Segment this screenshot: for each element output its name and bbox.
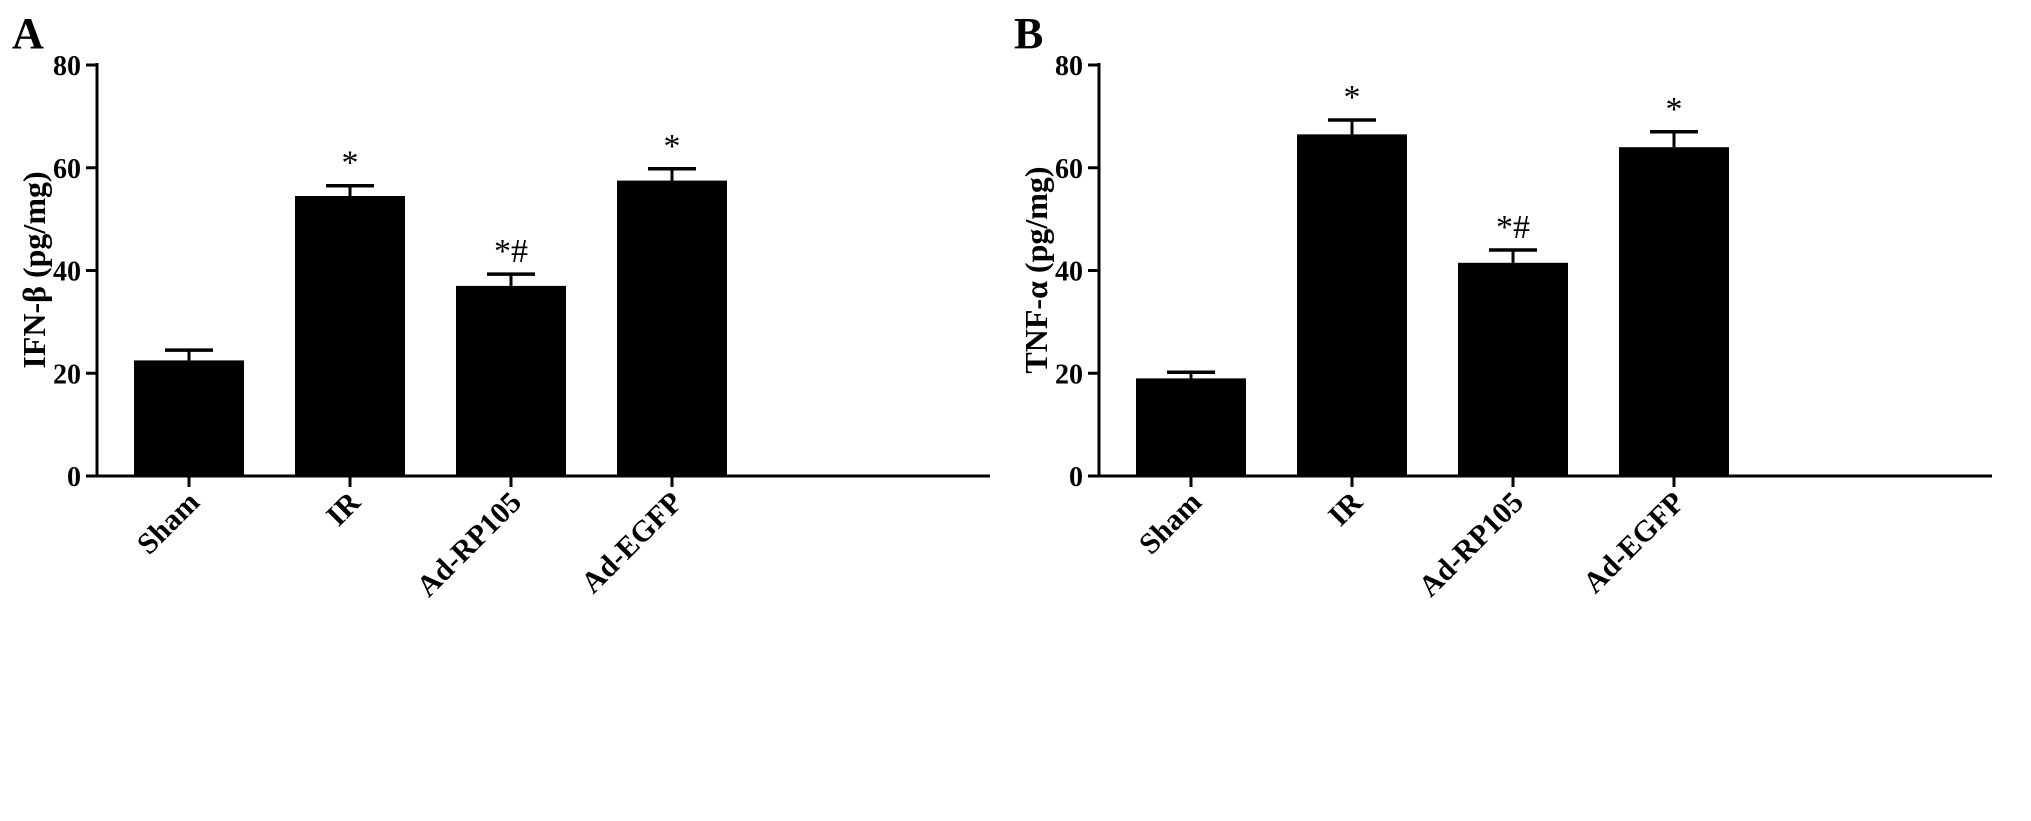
y-tick-label: 60 [53, 154, 81, 185]
bar [295, 196, 405, 476]
x-tick-label: Ad-EGFP [1577, 486, 1691, 600]
y-axis-label: TNF-α (pg/mg) [1018, 166, 1054, 373]
significance-label: * [1344, 79, 1361, 116]
significance-label: * [664, 128, 681, 165]
significance-label: *# [494, 233, 528, 270]
bar [456, 285, 566, 476]
bar [134, 360, 244, 476]
y-tick-label: 20 [53, 359, 81, 390]
plot-area: 0 20 40 60 80 Sham * IR *# Ad-RP105 * Ad-EGFP [1055, 51, 1992, 603]
bar [1136, 378, 1246, 476]
panel-b: B TNF-α (pg/mg) 0 20 40 60 80 Sham * IR *# Ad-RP1… [1014, 9, 1992, 603]
x-tick-label: Sham [131, 486, 206, 561]
x-tick-label: Ad-EGFP [575, 486, 689, 600]
panel-a: A IFN-β (pg/mg) 0 20 40 60 80 Sham * IR *# Ad-RP1… [12, 9, 990, 603]
significance-label: * [342, 145, 359, 182]
x-tick-label: Sham [1133, 486, 1208, 561]
bar [617, 180, 727, 476]
panel-letter: A [12, 9, 44, 58]
y-axis-label: IFN-β (pg/mg) [16, 171, 52, 368]
panel-letter: B [1014, 9, 1043, 58]
bar [1619, 147, 1729, 476]
y-tick-label: 80 [53, 51, 81, 82]
y-tick-label: 40 [53, 257, 81, 288]
x-tick-label: IR [320, 485, 367, 532]
y-tick-label: 80 [1055, 51, 1083, 82]
x-tick-label: Ad-RP105 [410, 486, 528, 604]
y-tick-label: 40 [1055, 257, 1083, 288]
bar [1297, 134, 1407, 476]
x-tick-label: Ad-RP105 [1412, 486, 1530, 604]
y-tick-label: 60 [1055, 154, 1083, 185]
y-tick-label: 0 [67, 462, 81, 493]
significance-label: *# [1496, 209, 1530, 246]
x-tick-label: IR [1322, 485, 1369, 532]
significance-label: * [1666, 91, 1683, 128]
y-tick-label: 0 [1069, 462, 1083, 493]
plot-area: 0 20 40 60 80 Sham * IR *# Ad-RP105 * Ad-EGFP [53, 51, 990, 603]
y-tick-label: 20 [1055, 359, 1083, 390]
bar [1458, 262, 1568, 476]
